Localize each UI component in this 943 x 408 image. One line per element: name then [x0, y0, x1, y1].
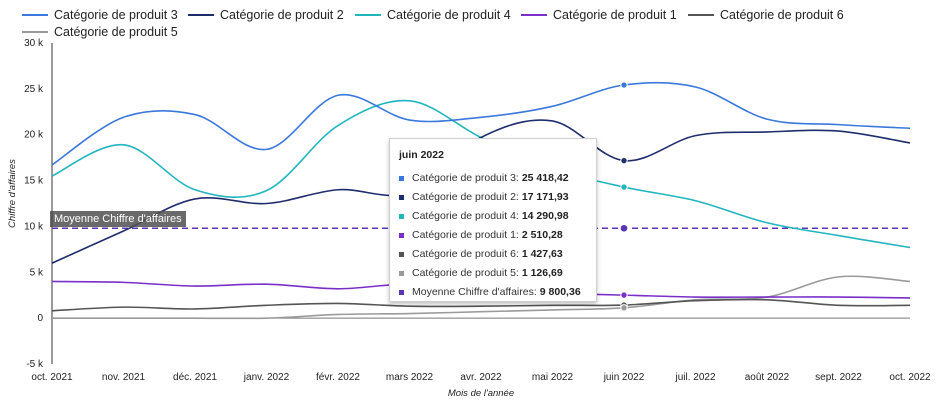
y-axis-title: Chiffre d'affaires	[7, 159, 18, 228]
legend-swatch-cat2	[188, 14, 214, 16]
tooltip-label: Catégorie de produit 2:	[412, 191, 519, 203]
series-line-3	[51, 99, 911, 249]
x-tick-label: déc. 2021	[173, 372, 217, 383]
legend-item-cat6[interactable]: Catégorie de produit 6	[688, 8, 844, 22]
legend-label-cat2: Catégorie de produit 2	[220, 8, 344, 22]
tooltip-swatch	[399, 175, 404, 181]
hover-point-1	[620, 81, 628, 89]
tooltip-label: Catégorie de produit 1:	[412, 229, 519, 241]
y-tick-label: 5 k	[30, 267, 44, 278]
hover-point-6	[620, 304, 628, 312]
tooltip-swatch	[399, 289, 404, 295]
legend-item-cat4[interactable]: Catégorie de produit 4	[355, 8, 511, 22]
tooltip-row-cat3: Catégorie de produit 3: 25 418,42	[399, 172, 569, 184]
hover-point-2	[620, 156, 628, 165]
chart-tooltip: juin 2022 Catégorie de produit 3: 25 418,…	[389, 138, 597, 302]
y-tick-label: 30 k	[24, 38, 44, 49]
x-tick-label: oct. 2021	[31, 372, 73, 383]
tooltip-value: 9 800,36	[539, 286, 581, 298]
tooltip-value: 14 290,98	[521, 210, 569, 222]
hover-point-average	[619, 223, 629, 233]
x-tick-label: mars 2022	[386, 372, 434, 383]
tooltip-row-average: Moyenne Chiffre d'affaires: 9 800,36	[399, 286, 581, 298]
legend-swatch-cat4	[355, 14, 381, 16]
series-line-2	[51, 119, 911, 264]
tooltip-value: 1 126,69	[521, 267, 563, 279]
legend-item-cat1[interactable]: Catégorie de produit 1	[521, 8, 677, 22]
tooltip-value: 1 427,63	[521, 248, 563, 260]
legend-swatch-cat3	[22, 14, 48, 16]
tooltip-value: 17 171,93	[521, 191, 569, 203]
x-tick-label: août 2022	[745, 372, 790, 383]
y-tick-label: 10 k	[24, 221, 44, 232]
tooltip-row-cat4: Catégorie de produit 4: 14 290,98	[399, 210, 569, 222]
tooltip-row-cat5: Catégorie de produit 5: 1 126,69	[399, 267, 563, 279]
x-tick-label: sept. 2022	[815, 372, 862, 383]
x-tick-label: nov. 2021	[102, 372, 146, 383]
x-tick-label: mai 2022	[532, 372, 574, 383]
legend-item-cat5[interactable]: Catégorie de produit 5	[22, 25, 178, 39]
x-tick-label: févr. 2022	[316, 372, 360, 383]
y-tick-label: 15 k	[24, 176, 44, 187]
series-line-5	[51, 298, 911, 312]
tooltip-swatch	[399, 213, 404, 219]
tooltip-value: 2 510,28	[521, 229, 563, 241]
tooltip-swatch	[399, 270, 404, 276]
hover-point-3	[620, 183, 628, 191]
x-tick-label: oct. 2022	[889, 372, 931, 383]
tooltip-value: 25 418,42	[521, 172, 569, 184]
legend-item-cat3[interactable]: Catégorie de produit 3	[22, 8, 178, 22]
x-tick-label: avr. 2022	[460, 372, 502, 383]
tooltip-label: Moyenne Chiffre d'affaires:	[412, 286, 537, 298]
tooltip-row-cat6: Catégorie de produit 6: 1 427,63	[399, 248, 563, 260]
x-axis-title: Mois de l'année	[448, 388, 514, 399]
series-line-1	[51, 81, 911, 166]
x-tick-label: juin 2022	[603, 372, 645, 383]
y-tick-label: -5 k	[26, 359, 44, 370]
legend-label-cat6: Catégorie de produit 6	[720, 8, 844, 22]
legend-swatch-cat5	[22, 31, 48, 33]
tooltip-label: Catégorie de produit 3:	[412, 172, 519, 184]
legend-label-cat3: Catégorie de produit 3	[54, 8, 178, 22]
legend-swatch-cat6	[688, 14, 714, 16]
y-tick-label: 25 k	[24, 84, 44, 95]
legend-swatch-cat1	[521, 14, 547, 16]
tooltip-swatch	[399, 232, 404, 238]
legend-label-cat1: Catégorie de produit 1	[553, 8, 677, 22]
y-tick-label: 0	[37, 313, 43, 324]
x-tick-label: janv. 2022	[243, 372, 290, 383]
tooltip-label: Catégorie de produit 6:	[412, 248, 519, 260]
y-tick-label: 20 k	[24, 130, 44, 141]
tooltip-label: Catégorie de produit 4:	[412, 210, 519, 222]
tooltip-row-cat2: Catégorie de produit 2: 17 171,93	[399, 191, 569, 203]
x-tick-label: juil. 2022	[674, 372, 715, 383]
tooltip-swatch	[399, 251, 404, 257]
legend-label-cat5: Catégorie de produit 5	[54, 25, 178, 39]
hover-point-4	[620, 291, 628, 299]
tooltip-swatch	[399, 194, 404, 200]
tooltip-label: Catégorie de produit 5:	[412, 267, 519, 279]
tooltip-title: juin 2022	[399, 149, 444, 161]
legend-item-cat2[interactable]: Catégorie de produit 2	[188, 8, 344, 22]
legend-label-cat4: Catégorie de produit 4	[387, 8, 511, 22]
average-line-label: Moyenne Chiffre d'affaires	[50, 211, 186, 227]
tooltip-row-cat1: Catégorie de produit 1: 2 510,28	[399, 229, 563, 241]
